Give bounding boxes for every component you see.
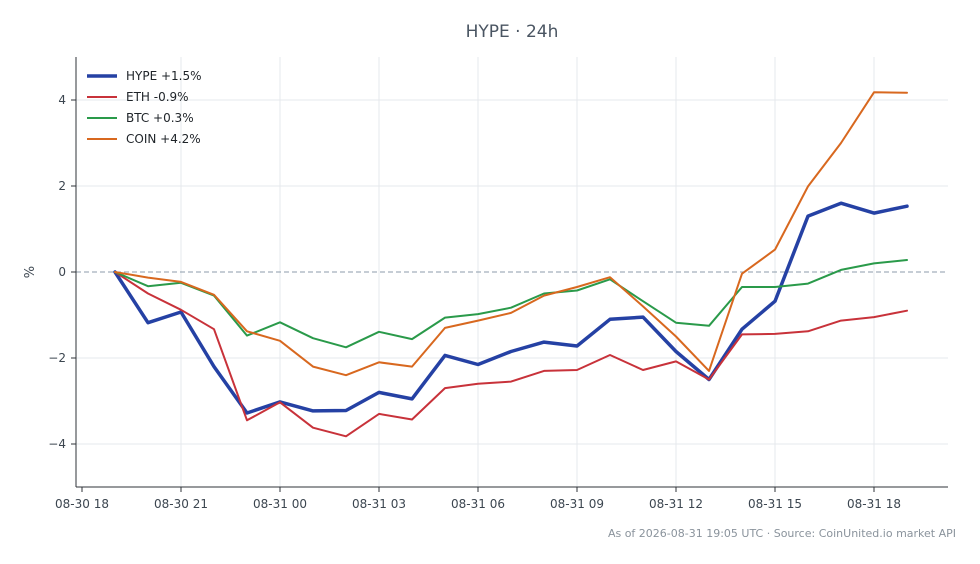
- x-tick-label: 08-31 03: [352, 497, 406, 511]
- series-line-hype: [113, 201, 909, 415]
- y-axis-ticks: −4 −2 0 2 4: [48, 93, 76, 451]
- legend-entry: COIN +4.2%: [126, 132, 201, 146]
- footer-source-note: As of 2026-08-31 19:05 UTC · Source: Coi…: [608, 527, 956, 540]
- y-tick-label: −4: [48, 437, 66, 451]
- legend-entry: ETH -0.9%: [126, 90, 189, 104]
- x-tick-label: 08-31 18: [847, 497, 901, 511]
- y-tick-label: 4: [58, 93, 66, 107]
- y-axis-label: %: [23, 266, 38, 278]
- series-line-coin: [114, 91, 908, 377]
- x-tick-label: 08-31 09: [550, 497, 604, 511]
- y-tick-label: −2: [48, 351, 66, 365]
- x-tick-label: 08-31 06: [451, 497, 505, 511]
- x-tick-label: 08-31 00: [253, 497, 307, 511]
- series-line-btc: [114, 259, 908, 349]
- series-line-eth: [114, 271, 908, 438]
- chart-title: HYPE · 24h: [466, 22, 559, 42]
- series-lines: [113, 91, 909, 438]
- legend-entry: HYPE +1.5%: [126, 69, 202, 83]
- y-tick-label: 2: [58, 179, 66, 193]
- x-tick-label: 08-31 15: [748, 497, 802, 511]
- legend-entry: BTC +0.3%: [126, 111, 194, 125]
- x-axis-ticks: 08-30 18 08-30 21 08-31 00 08-31 03 08-31 06…: [55, 487, 901, 511]
- y-tick-label: 0: [58, 265, 66, 279]
- x-tick-label: 08-31 12: [649, 497, 703, 511]
- legend: HYPE +1.5% ETH -0.9% BTC +0.3% COIN +4.2%: [87, 69, 202, 146]
- x-tick-label: 08-30 18: [55, 497, 109, 511]
- x-tick-label: 08-30 21: [154, 497, 208, 511]
